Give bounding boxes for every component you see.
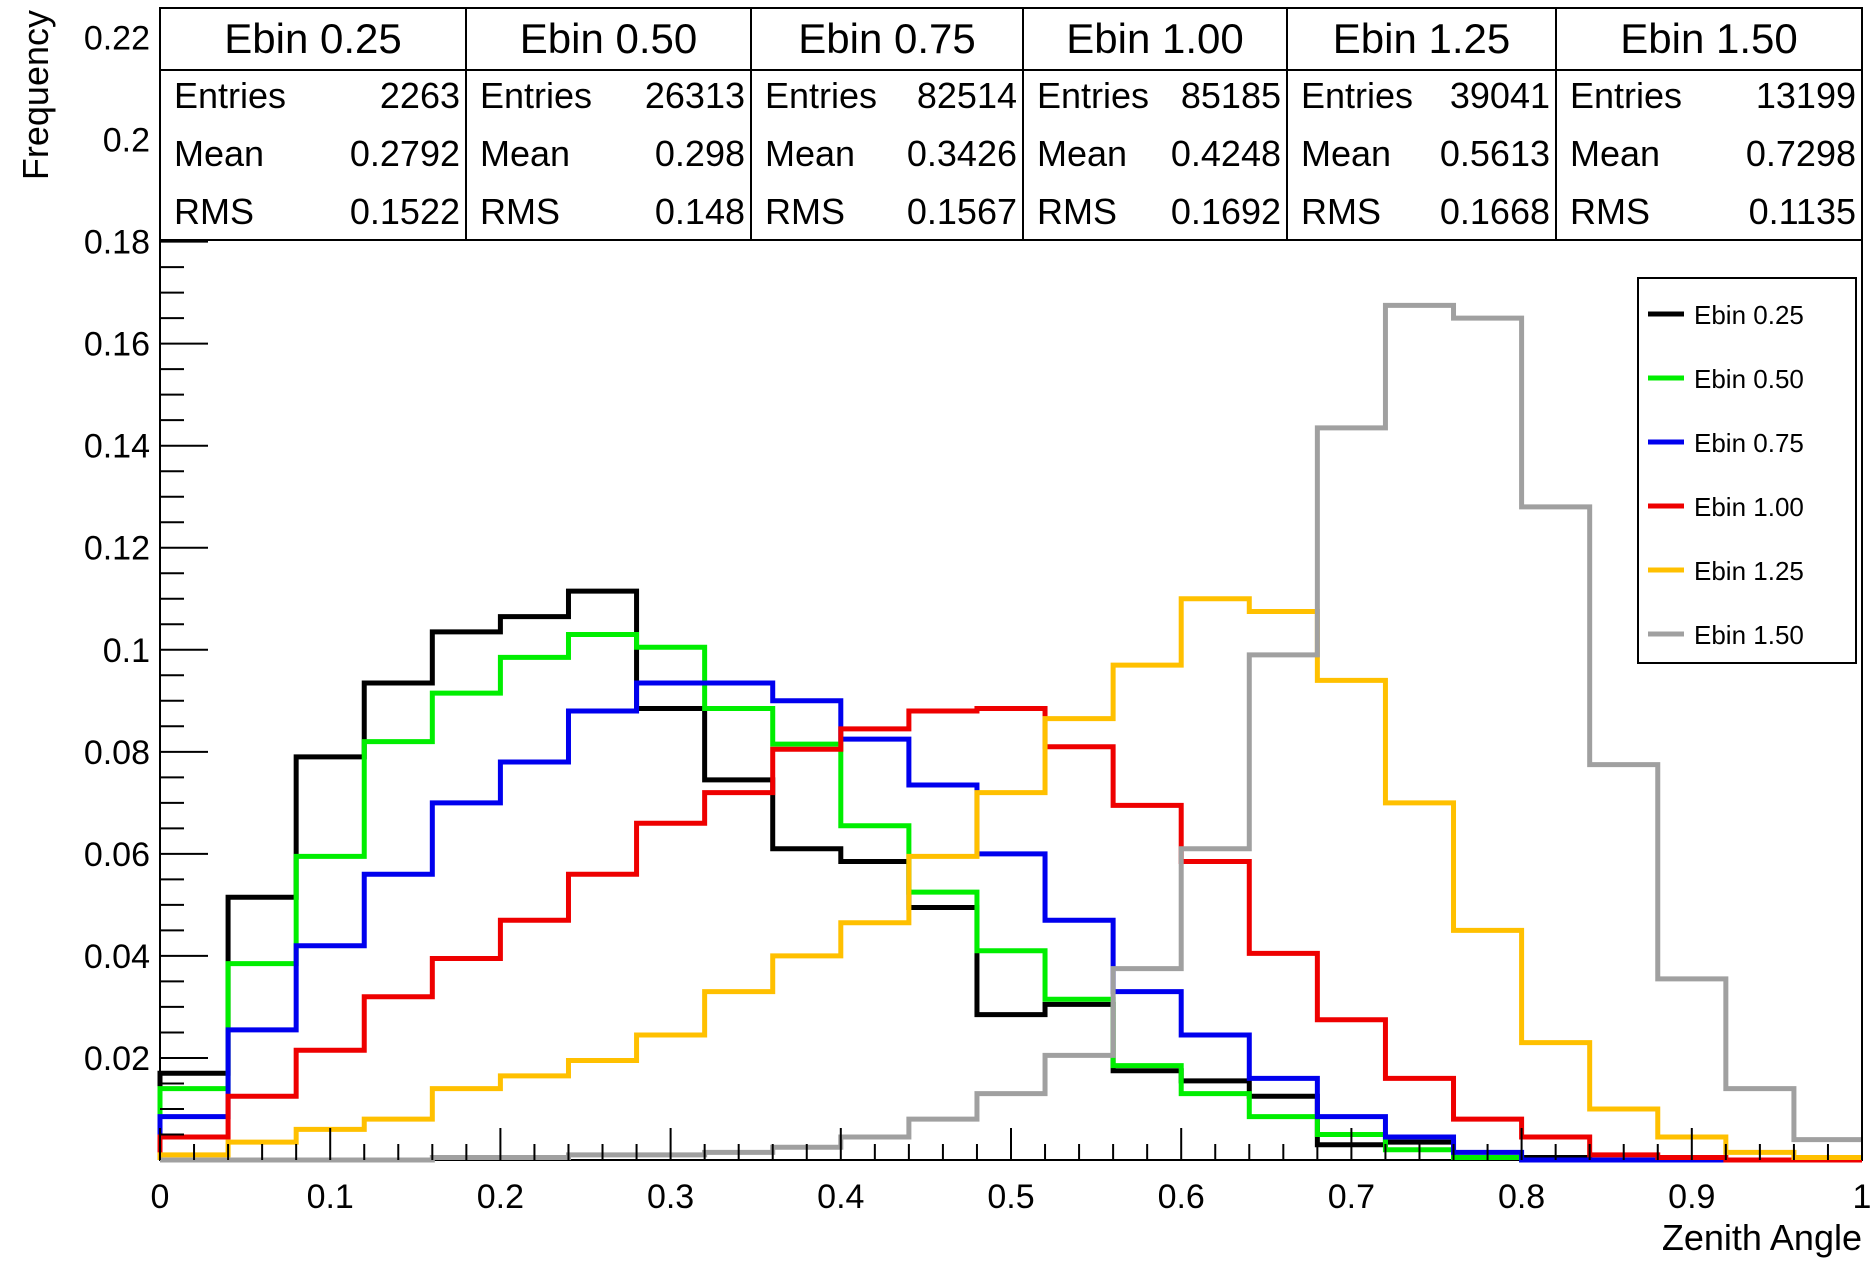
stats-label-rms: RMS — [765, 191, 845, 232]
y-tick-label: 0.08 — [84, 734, 150, 772]
stats-value-mean: 0.298 — [655, 133, 745, 174]
histogram-ebin-1-25 — [157, 596, 1862, 1160]
stats-value-entries: 85185 — [1181, 75, 1281, 116]
stats-value-entries: 39041 — [1450, 75, 1550, 116]
stats-value-mean: 0.5613 — [1440, 133, 1550, 174]
stats-boxes: Ebin 0.25 Entries 2263 Mean 0.2792 RMS 0.1522 E… — [159, 7, 1863, 241]
stats-label-mean: Mean — [1301, 133, 1391, 174]
x-tick-label: 0.2 — [477, 1178, 524, 1216]
stats-label-mean: Mean — [174, 133, 264, 174]
y-tick-label: 0.18 — [84, 224, 150, 262]
stats-label-mean: Mean — [765, 133, 855, 174]
x-tick-label: 0.6 — [1158, 1178, 1205, 1216]
stats-label-entries: Entries — [1301, 75, 1413, 116]
stats-value-entries: 82514 — [917, 75, 1017, 116]
stats-label-rms: RMS — [1301, 191, 1381, 232]
x-tick-label: 0.1 — [307, 1178, 354, 1216]
legend-label: Ebin 0.25 — [1694, 300, 1804, 330]
stats-value-mean: 0.7298 — [1746, 133, 1856, 174]
stats-title: Ebin 1.50 — [1620, 15, 1797, 62]
stats-label-entries: Entries — [1570, 75, 1682, 116]
stats-label-rms: RMS — [1570, 191, 1650, 232]
stats-label-mean: Mean — [1037, 133, 1127, 174]
stats-box — [750, 7, 1024, 241]
x-tick-label: 0.3 — [647, 1178, 694, 1216]
x-tick-label: 0.4 — [817, 1178, 864, 1216]
x-tick-label: 0.9 — [1668, 1178, 1715, 1216]
stats-value-rms: 0.1668 — [1440, 191, 1550, 232]
x-tick-label: 1 — [1853, 1178, 1870, 1216]
legend-label: Ebin 0.50 — [1694, 364, 1804, 394]
stats-value-entries: 2263 — [380, 75, 460, 116]
y-tick-label: 0.14 — [84, 428, 150, 466]
stats-value-rms: 0.1692 — [1171, 191, 1281, 232]
stats-box — [1022, 7, 1288, 241]
legend: Ebin 0.25 Ebin 0.50 Ebin 0.75 Ebin 1.00 Ebin… — [1637, 277, 1857, 664]
stats-box — [159, 7, 467, 241]
stats-value-entries: 13199 — [1756, 75, 1856, 116]
x-tick-label: 0 — [151, 1178, 170, 1216]
stats-label-rms: RMS — [174, 191, 254, 232]
stats-title: Ebin 0.25 — [224, 15, 401, 62]
x-axis-label: Zenith Angle — [1662, 1217, 1862, 1258]
y-tick-label: 0.22 — [84, 20, 150, 58]
legend-label: Ebin 1.50 — [1694, 620, 1804, 650]
y-tick-label: 0.16 — [84, 326, 150, 364]
stats-title: Ebin 1.25 — [1333, 15, 1510, 62]
stats-label-entries: Entries — [1037, 75, 1149, 116]
stats-value-rms: 0.1567 — [907, 191, 1017, 232]
x-tick-label: 0.7 — [1328, 1178, 1375, 1216]
x-tick-label: 0.8 — [1498, 1178, 1545, 1216]
stats-label-mean: Mean — [1570, 133, 1660, 174]
stats-value-mean: 0.2792 — [350, 133, 460, 174]
stats-title: Ebin 1.00 — [1066, 15, 1243, 62]
legend-label: Ebin 1.00 — [1694, 492, 1804, 522]
y-tick-label: 0.1 — [103, 632, 150, 670]
stats-label-mean: Mean — [480, 133, 570, 174]
stats-label-entries: Entries — [174, 75, 286, 116]
stats-box — [1555, 7, 1863, 241]
stats-value-entries: 26313 — [645, 75, 745, 116]
y-tick-label: 0.06 — [84, 836, 150, 874]
x-tick-label: 0.5 — [987, 1178, 1034, 1216]
stats-value-mean: 0.4248 — [1171, 133, 1281, 174]
stats-value-mean: 0.3426 — [907, 133, 1017, 174]
legend-box — [1637, 277, 1857, 664]
stats-value-rms: 0.1135 — [1749, 191, 1856, 232]
legend-label: Ebin 0.75 — [1694, 428, 1804, 458]
y-tick-label: 0.04 — [84, 938, 150, 976]
y-tick-label: 0.12 — [84, 530, 150, 568]
legend-label: Ebin 1.25 — [1694, 556, 1804, 586]
axes-layer: 0 0.1 0.2 0.3 0.4 0.5 0.6 0.7 0.8 0.9 1 0.02 0.04 0.0… — [84, 20, 1870, 1216]
stats-title: Ebin 0.50 — [520, 15, 697, 62]
y-tick-label: 0.2 — [103, 122, 150, 160]
stats-value-rms: 0.1522 — [350, 191, 460, 232]
stats-value-rms: 0.148 — [655, 191, 745, 232]
y-tick-label: 0.02 — [84, 1040, 150, 1078]
y-axis-label: Frequency — [15, 10, 56, 180]
stats-label-entries: Entries — [765, 75, 877, 116]
stats-box — [1286, 7, 1557, 241]
stats-title: Ebin 0.75 — [798, 15, 975, 62]
stats-label-rms: RMS — [1037, 191, 1117, 232]
stats-label-rms: RMS — [480, 191, 560, 232]
stats-label-entries: Entries — [480, 75, 592, 116]
